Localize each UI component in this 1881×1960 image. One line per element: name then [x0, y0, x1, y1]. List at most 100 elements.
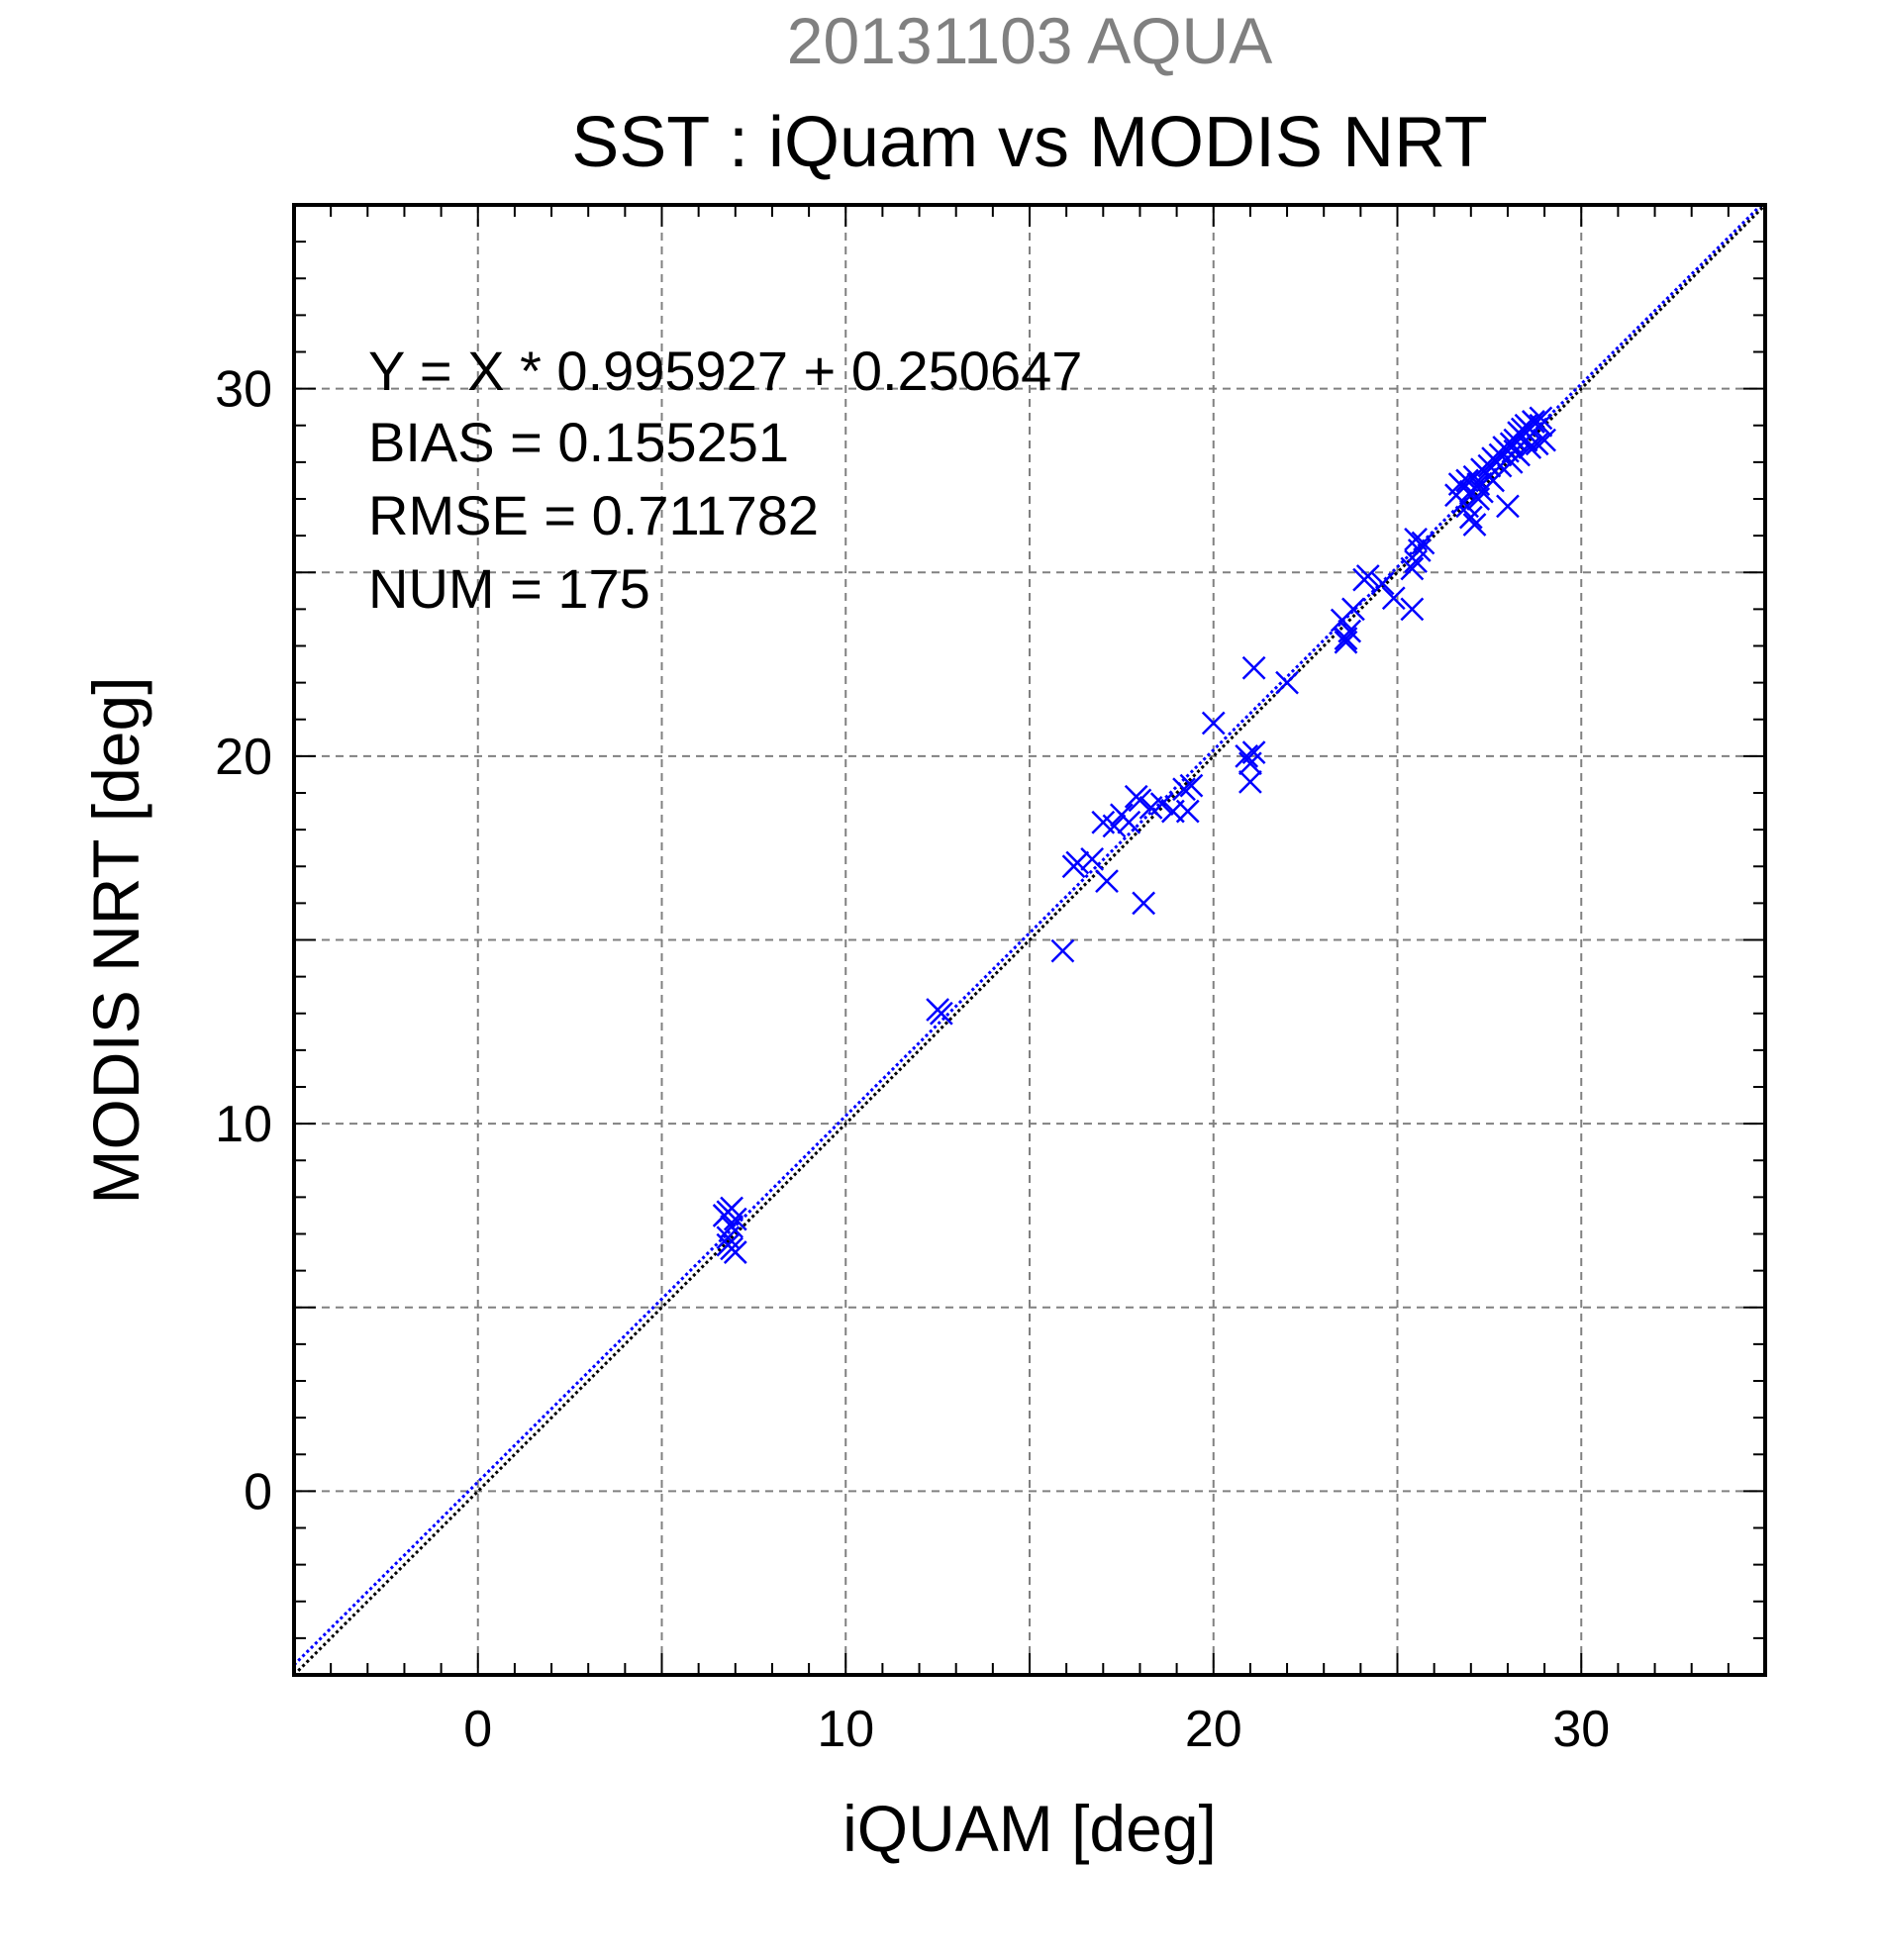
- data-point: [1050, 938, 1075, 963]
- data-point: [1466, 487, 1491, 511]
- data-point: [1095, 869, 1119, 893]
- data-point: [1275, 670, 1299, 695]
- data-point-stroke: [1525, 432, 1549, 456]
- data-point: [1065, 850, 1090, 875]
- data-point-stroke: [1510, 417, 1534, 441]
- data-point: [1400, 556, 1425, 581]
- data-point: [1529, 406, 1553, 431]
- data-point: [1381, 586, 1406, 611]
- y-tick-label: 20: [215, 729, 272, 786]
- data-point: [720, 1215, 743, 1238]
- data-point-stroke: [1462, 513, 1487, 537]
- chart-title: SST : iQuam vs MODIS NRT: [571, 103, 1488, 182]
- data-point: [1522, 410, 1545, 434]
- data-point: [716, 1232, 741, 1257]
- data-point-stroke: [1451, 490, 1476, 515]
- data-point-stroke: [1065, 850, 1090, 875]
- data-point: [1172, 777, 1196, 802]
- x-tick-label: 20: [1185, 1701, 1242, 1758]
- stats-annotation: Y = X * 0.995927 + 0.250647 BIAS = 0.155…: [368, 340, 1082, 620]
- y-tick-label: 0: [244, 1463, 272, 1520]
- num-label: NUM = 175: [368, 557, 650, 620]
- data-point: [1235, 743, 1259, 768]
- data-point: [1241, 655, 1266, 680]
- data-point-stroke: [1533, 428, 1556, 452]
- data-point: [1499, 449, 1524, 474]
- data-point: [1411, 531, 1436, 555]
- data-point-stroke: [1201, 711, 1226, 735]
- data-point-stroke: [1529, 406, 1553, 431]
- data-point-stroke: [1458, 505, 1483, 530]
- data-point-stroke: [1102, 814, 1127, 838]
- data-point-stroke: [1514, 428, 1538, 452]
- data-point-stroke: [1447, 472, 1472, 497]
- x-tick-label: 10: [817, 1701, 874, 1758]
- data-points: [712, 406, 1556, 1264]
- y-tick-label: 30: [215, 361, 272, 419]
- data-point-stroke: [1179, 773, 1204, 798]
- data-point-stroke: [723, 1207, 747, 1231]
- data-point-stroke: [1355, 564, 1380, 588]
- data-point-stroke: [1522, 410, 1545, 434]
- data-point: [1149, 792, 1174, 817]
- data-point: [1510, 417, 1534, 441]
- rmse-label: RMSE = 0.711782: [368, 484, 819, 546]
- bias-label: BIAS = 0.155251: [368, 411, 789, 473]
- data-point: [1370, 571, 1395, 596]
- data-point: [1404, 527, 1428, 551]
- data-point-stroke: [1175, 799, 1200, 824]
- data-point: [1102, 814, 1127, 838]
- data-point-stroke: [1172, 777, 1196, 802]
- fit-equation: Y = X * 0.995927 + 0.250647: [368, 340, 1082, 402]
- data-point-stroke: [1238, 769, 1262, 794]
- data-point-stroke: [1503, 428, 1528, 452]
- data-point-stroke: [1080, 846, 1105, 871]
- data-point: [1241, 740, 1266, 765]
- data-point-stroke: [1407, 539, 1432, 562]
- data-point-stroke: [1404, 527, 1428, 551]
- data-point: [1334, 630, 1358, 654]
- x-axis-label: iQUAM [deg]: [842, 1792, 1217, 1865]
- y-axis-label: MODIS NRT [deg]: [79, 676, 152, 1204]
- data-point-stroke: [1132, 891, 1156, 916]
- data-point-stroke: [1481, 468, 1505, 493]
- data-point-stroke: [1466, 487, 1491, 511]
- data-point: [1334, 627, 1358, 650]
- data-point: [1481, 468, 1505, 493]
- data-point: [1533, 428, 1556, 452]
- data-point-stroke: [1334, 630, 1358, 654]
- data-point: [1179, 773, 1204, 798]
- data-point-stroke: [716, 1232, 741, 1257]
- data-point: [926, 998, 950, 1022]
- data-point: [1451, 490, 1476, 515]
- data-point-stroke: [1095, 869, 1119, 893]
- data-point-stroke: [1091, 810, 1116, 834]
- data-point: [1355, 564, 1380, 588]
- data-point: [1201, 711, 1226, 735]
- data-point-stroke: [1496, 494, 1520, 519]
- data-point: [1341, 597, 1365, 622]
- data-point: [1128, 788, 1152, 813]
- data-point-stroke: [926, 998, 950, 1022]
- data-point: [1117, 810, 1141, 834]
- data-point: [1132, 891, 1156, 916]
- data-point: [1080, 846, 1105, 871]
- data-point: [1238, 769, 1262, 794]
- data-point: [1400, 597, 1425, 622]
- data-point-stroke: [1518, 436, 1542, 459]
- data-point: [1503, 428, 1528, 452]
- data-point-stroke: [1370, 571, 1395, 596]
- data-point-stroke: [1128, 788, 1152, 813]
- data-point: [1462, 513, 1487, 537]
- data-point-stroke: [1117, 810, 1141, 834]
- data-point-stroke: [1411, 531, 1436, 555]
- data-point-stroke: [1050, 938, 1075, 963]
- data-point: [1518, 436, 1542, 459]
- x-tick-label: 0: [463, 1701, 492, 1758]
- x-tick-label: 30: [1552, 1701, 1610, 1758]
- chart-subtitle: 20131103 AQUA: [787, 4, 1273, 77]
- data-point-stroke: [1400, 597, 1425, 622]
- identity-line: [294, 205, 1765, 1675]
- data-point-stroke: [1499, 449, 1524, 474]
